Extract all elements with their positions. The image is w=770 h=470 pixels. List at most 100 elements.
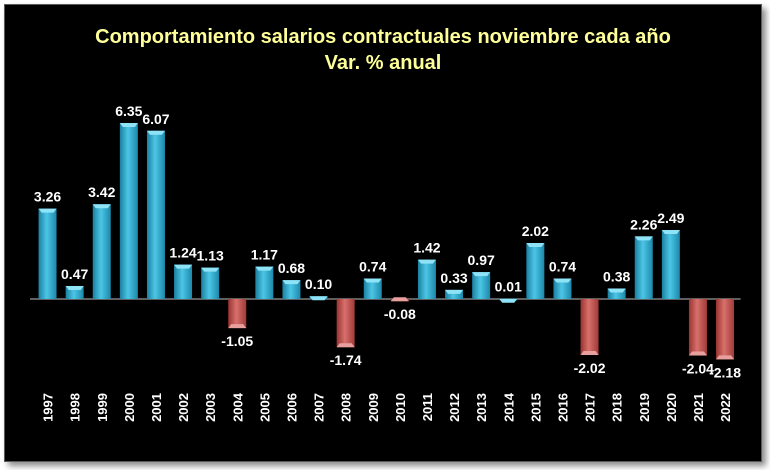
- data-label-2013: 0.97: [468, 252, 495, 268]
- bar-cap-2020: [661, 229, 680, 234]
- data-label-2010: -0.08: [384, 306, 416, 322]
- bar-2019: [634, 236, 653, 299]
- bar-cap-2006: [282, 280, 301, 285]
- bar-2018: [607, 288, 626, 299]
- data-label-2020: 2.49: [657, 210, 684, 226]
- bar-2022: [716, 299, 735, 360]
- x-tick-2001: 2001: [149, 393, 164, 422]
- data-label-1998: 0.47: [61, 266, 88, 282]
- data-label-2017: -2.02: [574, 360, 606, 376]
- bar-cap-2005: [255, 266, 274, 271]
- data-label-2019: 2.26: [630, 216, 657, 232]
- bar-2017: [580, 299, 599, 355]
- bar-cap-2007: [309, 296, 328, 301]
- x-tick-2016: 2016: [555, 393, 570, 422]
- data-label-2022: -2.18: [709, 364, 741, 380]
- bar-cap-2012: [445, 289, 464, 294]
- bar-1999: [92, 204, 111, 299]
- chart-title: Comportamiento salarios contractuales no…: [95, 26, 671, 48]
- bar-cap-2009: [363, 278, 382, 283]
- data-label-2005: 1.17: [251, 247, 278, 263]
- bar-cap-2015: [526, 243, 545, 248]
- data-label-2011: 1.42: [413, 240, 440, 256]
- bar-2008: [336, 299, 355, 348]
- bar-cap-2003: [201, 267, 220, 272]
- bar-cap-2014: [499, 298, 518, 303]
- bar-2001: [146, 130, 165, 299]
- data-label-2009: 0.74: [359, 258, 386, 274]
- data-label-2018: 0.38: [603, 268, 630, 284]
- bar-chart: Comportamiento salarios contractuales no…: [30, 26, 741, 422]
- bar-2013: [472, 272, 491, 299]
- x-tick-2002: 2002: [176, 393, 191, 422]
- data-label-2004: -1.05: [221, 333, 253, 349]
- data-label-2014: 0.01: [495, 279, 522, 295]
- data-label-2001: 6.07: [142, 111, 169, 127]
- x-tick-2015: 2015: [528, 393, 543, 422]
- bar-2016: [553, 278, 572, 299]
- bar-cap-2011: [417, 259, 436, 264]
- x-tick-1997: 1997: [41, 393, 56, 422]
- bar-1997: [38, 208, 57, 299]
- x-tick-2006: 2006: [284, 393, 299, 422]
- bar-cap-2002: [174, 264, 193, 269]
- data-label-2007: 0.10: [305, 276, 332, 292]
- bar-cap-2010: [390, 297, 409, 302]
- data-label-1997: 3.26: [34, 189, 61, 205]
- x-tick-2005: 2005: [257, 393, 272, 422]
- chart-frame: Comportamiento salarios contractuales no…: [4, 4, 762, 462]
- bar-cap-1997: [38, 208, 57, 213]
- data-label-2015: 2.02: [522, 223, 549, 239]
- data-label-2000: 6.35: [115, 103, 142, 119]
- x-tick-2019: 2019: [637, 393, 652, 422]
- bar-cap-2004: [228, 324, 247, 329]
- bar-cap-2000: [119, 123, 138, 127]
- x-tick-2013: 2013: [474, 393, 489, 422]
- x-tick-2008: 2008: [339, 393, 354, 422]
- x-tick-2014: 2014: [501, 392, 516, 422]
- x-tick-2009: 2009: [366, 393, 381, 422]
- data-label-2012: 0.33: [440, 270, 467, 286]
- data-label-1999: 3.42: [88, 184, 115, 200]
- x-tick-2000: 2000: [122, 393, 137, 422]
- x-tick-1999: 1999: [95, 393, 110, 422]
- bar-cap-2013: [472, 272, 491, 277]
- bar-2004: [228, 299, 247, 329]
- data-label-2006: 0.68: [278, 260, 305, 276]
- bar-2020: [661, 229, 680, 299]
- x-tick-2020: 2020: [664, 393, 679, 422]
- bar-cap-1999: [92, 204, 111, 209]
- bar-cap-2018: [607, 288, 626, 293]
- data-label-2016: 0.74: [549, 258, 576, 274]
- x-tick-2004: 2004: [230, 392, 245, 422]
- bar-cap-2001: [146, 130, 165, 135]
- bar-2005: [255, 266, 274, 299]
- x-tick-2018: 2018: [610, 393, 625, 422]
- bar-cap-1998: [65, 285, 84, 290]
- x-tick-2021: 2021: [691, 393, 706, 422]
- bar-2021: [688, 299, 707, 356]
- chart-subtitle: Var. % anual: [325, 52, 442, 74]
- bar-2011: [417, 259, 436, 299]
- x-tick-2012: 2012: [447, 393, 462, 422]
- x-tick-2003: 2003: [203, 393, 218, 422]
- bar-2009: [363, 278, 382, 299]
- data-label-2008: -1.74: [330, 352, 362, 368]
- x-tick-2010: 2010: [393, 393, 408, 422]
- plot-area: 3.26 1997 0.47 1998 3.42 1999 6.35 2000 6.07 2001…: [30, 103, 741, 422]
- bar-2006: [282, 280, 301, 299]
- bar-cap-2008: [336, 343, 355, 348]
- data-label-2021: -2.04: [682, 361, 714, 377]
- x-tick-2017: 2017: [583, 393, 598, 422]
- x-tick-2011: 2011: [420, 393, 435, 421]
- bar-cap-2019: [634, 236, 653, 241]
- x-tick-2022: 2022: [718, 393, 733, 422]
- bar-cap-2021: [688, 351, 707, 356]
- bar-2012: [445, 289, 464, 299]
- bar-2000: [119, 123, 138, 299]
- bar-cap-2016: [553, 278, 572, 283]
- x-tick-1998: 1998: [68, 393, 83, 422]
- bar-cap-2017: [580, 350, 599, 355]
- bar-cap-2022: [716, 355, 735, 360]
- x-tick-2007: 2007: [312, 393, 327, 422]
